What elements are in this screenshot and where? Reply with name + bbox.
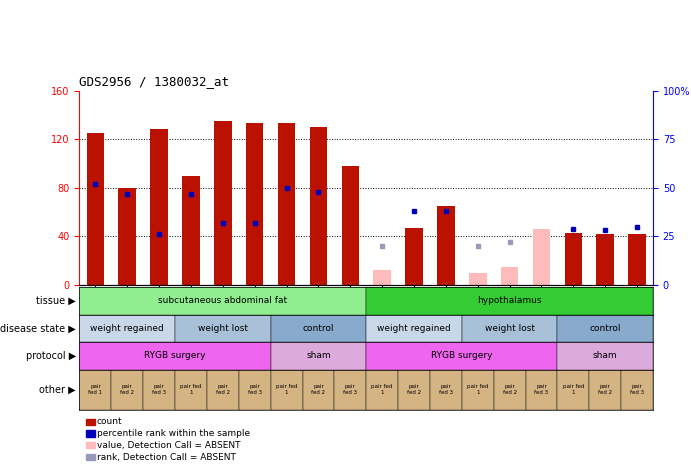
- Text: other ▶: other ▶: [39, 385, 76, 395]
- Bar: [621, 370, 653, 410]
- Text: weight regained: weight regained: [377, 324, 451, 333]
- Bar: [271, 342, 366, 370]
- Bar: [271, 315, 366, 342]
- Bar: [589, 370, 621, 410]
- Text: pair fed
1: pair fed 1: [180, 384, 202, 395]
- Bar: [533, 229, 550, 285]
- Bar: [366, 287, 653, 315]
- Bar: [366, 370, 398, 410]
- Bar: [366, 315, 462, 342]
- Text: pair
fed 1: pair fed 1: [88, 384, 102, 395]
- Bar: [175, 370, 207, 410]
- Bar: [405, 228, 423, 285]
- Text: sham: sham: [593, 352, 618, 360]
- Bar: [462, 315, 558, 342]
- Text: rank, Detection Call = ABSENT: rank, Detection Call = ABSENT: [97, 453, 236, 462]
- Text: control: control: [589, 324, 621, 333]
- Text: tissue ▶: tissue ▶: [36, 296, 76, 306]
- Bar: [303, 370, 334, 410]
- Bar: [182, 175, 200, 285]
- Bar: [462, 370, 493, 410]
- Bar: [79, 370, 111, 410]
- Bar: [207, 370, 239, 410]
- Text: pair
fed 2: pair fed 2: [120, 384, 134, 395]
- Text: pair
fed 3: pair fed 3: [630, 384, 644, 395]
- Bar: [79, 315, 175, 342]
- Text: weight lost: weight lost: [198, 324, 248, 333]
- Text: weight regained: weight regained: [91, 324, 164, 333]
- Text: pair
fed 3: pair fed 3: [439, 384, 453, 395]
- Bar: [118, 188, 136, 285]
- Text: subcutaneous abdominal fat: subcutaneous abdominal fat: [158, 297, 287, 305]
- Text: pair
fed 2: pair fed 2: [312, 384, 325, 395]
- Bar: [214, 121, 231, 285]
- Text: pair
fed 2: pair fed 2: [407, 384, 421, 395]
- Bar: [596, 234, 614, 285]
- Bar: [111, 370, 143, 410]
- Text: RYGB surgery: RYGB surgery: [144, 352, 206, 360]
- Text: hypothalamus: hypothalamus: [477, 297, 542, 305]
- Bar: [628, 234, 646, 285]
- Bar: [430, 370, 462, 410]
- Text: pair fed
1: pair fed 1: [562, 384, 584, 395]
- Text: value, Detection Call = ABSENT: value, Detection Call = ABSENT: [97, 441, 240, 450]
- Bar: [310, 127, 328, 285]
- Bar: [246, 123, 263, 285]
- Bar: [143, 370, 175, 410]
- Text: count: count: [97, 418, 122, 426]
- Bar: [341, 166, 359, 285]
- Bar: [565, 233, 582, 285]
- Bar: [373, 270, 391, 285]
- Bar: [437, 206, 455, 285]
- Text: weight lost: weight lost: [484, 324, 535, 333]
- Bar: [493, 370, 526, 410]
- Bar: [558, 342, 653, 370]
- Bar: [334, 370, 366, 410]
- Text: GDS2956 / 1380032_at: GDS2956 / 1380032_at: [79, 75, 229, 88]
- Bar: [79, 342, 271, 370]
- Text: pair
fed 3: pair fed 3: [343, 384, 357, 395]
- Bar: [526, 370, 558, 410]
- Bar: [278, 123, 295, 285]
- Bar: [398, 370, 430, 410]
- Bar: [151, 129, 168, 285]
- Bar: [558, 370, 589, 410]
- Text: pair
fed 3: pair fed 3: [247, 384, 262, 395]
- Bar: [239, 370, 271, 410]
- Text: pair
fed 3: pair fed 3: [152, 384, 166, 395]
- Text: pair
fed 2: pair fed 2: [216, 384, 230, 395]
- Text: pair
fed 2: pair fed 2: [598, 384, 612, 395]
- Text: pair
fed 2: pair fed 2: [502, 384, 517, 395]
- Text: pair
fed 3: pair fed 3: [534, 384, 549, 395]
- Text: disease state ▶: disease state ▶: [0, 323, 76, 334]
- Bar: [175, 315, 271, 342]
- Text: sham: sham: [306, 352, 331, 360]
- Text: RYGB surgery: RYGB surgery: [431, 352, 493, 360]
- Text: pair fed
1: pair fed 1: [467, 384, 489, 395]
- Text: pair fed
1: pair fed 1: [276, 384, 297, 395]
- Bar: [558, 315, 653, 342]
- Text: control: control: [303, 324, 334, 333]
- Text: protocol ▶: protocol ▶: [26, 351, 76, 361]
- Bar: [533, 229, 550, 285]
- Bar: [366, 342, 558, 370]
- Bar: [271, 370, 303, 410]
- Bar: [501, 267, 518, 285]
- Text: percentile rank within the sample: percentile rank within the sample: [97, 429, 250, 438]
- Bar: [469, 273, 486, 285]
- Bar: [86, 133, 104, 285]
- Bar: [79, 287, 366, 315]
- Text: pair fed
1: pair fed 1: [372, 384, 393, 395]
